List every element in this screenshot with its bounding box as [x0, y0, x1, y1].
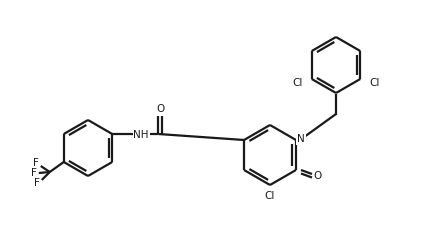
Text: N: N [297, 134, 305, 144]
Text: O: O [314, 171, 322, 181]
Text: O: O [156, 104, 164, 114]
Text: F: F [34, 178, 40, 188]
Text: Cl: Cl [265, 191, 275, 201]
Text: NH: NH [133, 130, 149, 140]
Text: F: F [31, 168, 37, 178]
Text: Cl: Cl [292, 78, 303, 88]
Text: F: F [33, 158, 39, 168]
Text: Cl: Cl [369, 78, 379, 88]
